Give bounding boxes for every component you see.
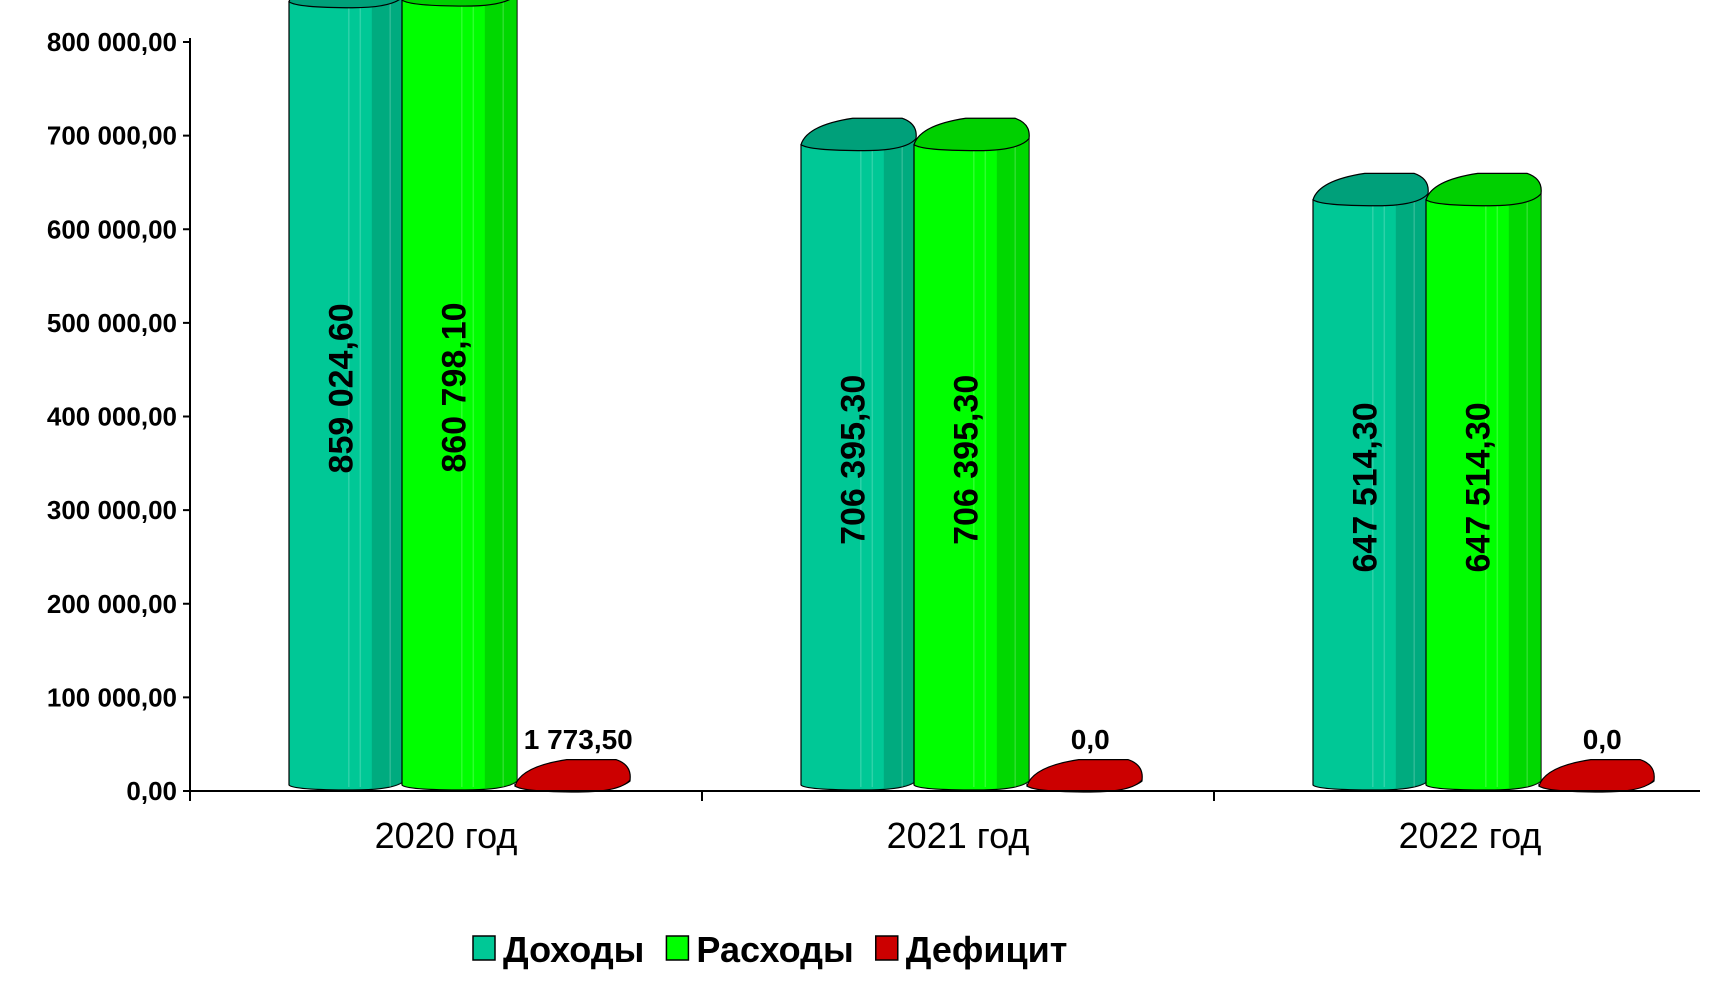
bar-raskhody-1: [401, 0, 518, 791]
y-tick-label: 300 000,00: [47, 495, 177, 525]
bar-cap: [401, 0, 510, 7]
x-tick-label: 2020 год: [375, 815, 518, 856]
bar-shade: [484, 0, 517, 789]
bar-dokhody-3: [1312, 172, 1429, 791]
bar-value-label: 706 395,30: [835, 375, 873, 545]
bar-value-label: 647 514,30: [1347, 402, 1385, 572]
x-tick-label: 2021 год: [887, 815, 1030, 856]
bars-layer: [288, 0, 1655, 793]
bar-value-label: 0,0: [1583, 724, 1622, 755]
bar-cap: [913, 117, 1030, 152]
y-tick-label: 700 000,00: [47, 121, 177, 151]
y-tick-label: 600 000,00: [47, 214, 177, 244]
bar-deficit-2: [1026, 759, 1143, 793]
bar-value-label: 1 773,50: [524, 724, 633, 755]
legend-swatch: [665, 935, 690, 961]
bar-shade: [883, 138, 916, 790]
legend-item: Расходы: [665, 929, 854, 970]
legend-swatch: [875, 935, 899, 961]
bar-cap: [514, 759, 631, 793]
bar-shade: [371, 0, 404, 789]
bar-shade: [996, 138, 1029, 790]
legend-label: Расходы: [696, 929, 853, 970]
x-tick-label: 2022 год: [1399, 815, 1542, 856]
bar-cap: [1538, 759, 1655, 793]
labels-layer: 859 024,60 860 798,10 1 773,50 706 395,30 70…: [323, 302, 1622, 755]
y-tick-label: 0,00: [126, 776, 177, 806]
y-tick-label: 800 000,00: [47, 27, 177, 57]
bar-value-label: 647 514,30: [1460, 402, 1498, 572]
bar-cap: [1026, 759, 1143, 793]
bar-raskhody-3: [1425, 172, 1542, 791]
y-tick-label: 500 000,00: [47, 308, 177, 338]
bar-cap: [800, 117, 917, 152]
legend: Доходы Расходы Дефицит: [472, 929, 1068, 970]
y-tick-label: 100 000,00: [47, 682, 177, 712]
y-tick-label: 400 000,00: [47, 402, 177, 432]
legend-label: Доходы: [503, 929, 644, 970]
bar-deficit-1: [514, 759, 631, 793]
bar-shade: [1395, 193, 1428, 789]
bar-cap: [1312, 172, 1429, 207]
bar-deficit-3: [1538, 759, 1655, 793]
axis-layer: 0,00 100 000,00 200 000,00 300 000,00 400 00…: [47, 27, 1700, 856]
bar-raskhody-2: [913, 117, 1030, 791]
bar-dokhody-1: [288, 0, 405, 791]
legend-item: Доходы: [472, 929, 644, 970]
bar-value-label: 706 395,30: [948, 375, 986, 545]
bar-value-label: 860 798,10: [436, 302, 474, 472]
bar-cap: [288, 0, 400, 9]
bar-value-label: 0,0: [1071, 724, 1110, 755]
bar-value-label: 859 024,60: [323, 303, 361, 473]
bar-shade: [1508, 193, 1541, 789]
bar-dokhody-2: [800, 117, 917, 791]
legend-swatch: [472, 935, 496, 961]
legend-item: Дефицит: [875, 929, 1068, 970]
legend-label: Дефицит: [906, 929, 1068, 970]
y-tick-label: 200 000,00: [47, 589, 177, 619]
bar-cap: [1425, 172, 1542, 207]
